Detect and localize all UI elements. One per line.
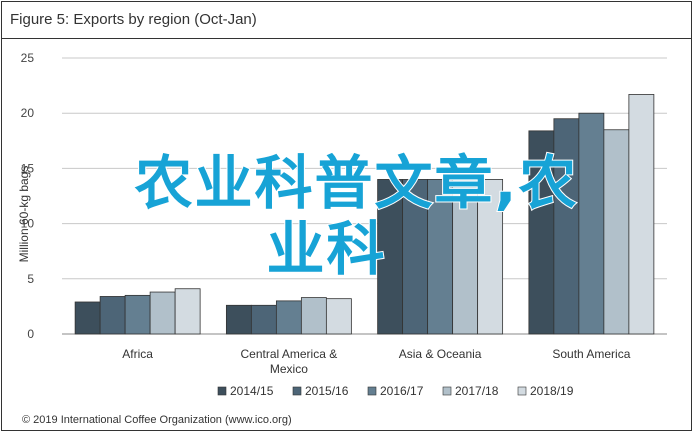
category-label: Mexico: [270, 362, 308, 376]
title-bar: Figure 5: Exports by region (Oct-Jan): [2, 2, 691, 39]
legend-swatch-2016-17: [367, 386, 377, 396]
category-label: South America: [552, 347, 630, 361]
copyright-note: © 2019 International Coffee Organization…: [22, 414, 292, 426]
chart-title: Figure 5: Exports by region (Oct-Jan): [10, 11, 257, 28]
y-tick-label: 25: [21, 51, 35, 65]
bar-chart: 0 5 10 15 20 25 Africa Central America &Mexico…: [17, 51, 667, 398]
bar-2016-17-3: [578, 112, 605, 335]
legend: 2014/15 2015/16 2016/17 2017/18 2018/19: [217, 384, 574, 398]
category-label: Africa: [122, 347, 153, 361]
legend-label: 2015/16: [305, 384, 349, 398]
legend-label: 2014/15: [230, 384, 274, 398]
y-tick-label: 15: [21, 161, 35, 175]
y-tick-label: 20: [21, 106, 35, 120]
bar-2018-19-1: [325, 298, 352, 335]
bar-2017-18-3: [603, 129, 630, 335]
category-labels: Africa Central America &Mexico Asia & Ocea…: [122, 347, 630, 376]
category-label: Central America &: [241, 347, 338, 361]
bar-2014-15-3: [528, 130, 555, 335]
bar-2017-18-0: [149, 291, 176, 335]
bar-2015-16-3: [553, 118, 580, 335]
bars: [74, 94, 655, 335]
y-tick-label: 5: [27, 272, 34, 286]
bar-2015-16-1: [250, 304, 277, 335]
bar-2015-16-2: [402, 179, 429, 335]
bar-2017-18-1: [300, 297, 327, 335]
bar-2016-17-0: [124, 294, 151, 335]
legend-swatch-2018-19: [517, 386, 527, 396]
bar-2018-19-3: [628, 94, 655, 335]
bar-2015-16-0: [99, 296, 126, 335]
legend-label: 2017/18: [455, 384, 499, 398]
category-label: Asia & Oceania: [399, 347, 482, 361]
legend-swatch-2017-18: [442, 386, 452, 396]
legend-swatch-2015-16: [292, 386, 302, 396]
bar-2014-15-2: [377, 179, 404, 335]
legend-swatch-2014-15: [217, 386, 227, 396]
y-tick-label: 10: [21, 217, 35, 231]
y-tick-label: 0: [27, 327, 34, 341]
bar-2014-15-0: [74, 301, 101, 335]
bar-2016-17-2: [427, 179, 454, 335]
bar-2014-15-1: [225, 304, 252, 335]
legend-label: 2018/19: [530, 384, 574, 398]
y-axis-label: Million 60-kg bags: [17, 166, 31, 263]
legend-label: 2016/17: [380, 384, 424, 398]
bar-2018-19-2: [477, 179, 504, 335]
bar-2017-18-2: [452, 179, 479, 335]
bar-2018-19-0: [174, 288, 201, 335]
bar-2016-17-1: [275, 300, 302, 335]
